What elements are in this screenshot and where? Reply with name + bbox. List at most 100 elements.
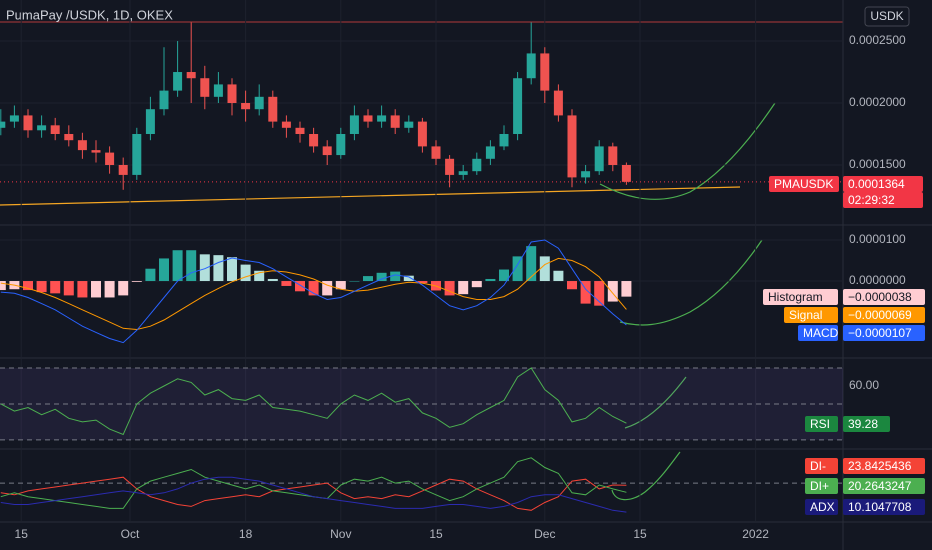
- candle-body: [91, 150, 101, 153]
- x-tick-label: 15: [633, 527, 647, 541]
- histogram-bar: [444, 281, 455, 296]
- histogram-bar: [499, 269, 509, 282]
- candle-body: [567, 115, 577, 178]
- histogram-bar: [539, 256, 550, 282]
- series-name-label-box: [805, 416, 838, 432]
- candle-body: [336, 134, 346, 156]
- histogram-bar: [621, 281, 632, 297]
- y-tick-label: 0.0001500: [849, 157, 906, 171]
- series-value-label-box: [843, 289, 925, 305]
- x-tick-label: 2022: [742, 527, 769, 541]
- candle-body: [390, 115, 400, 128]
- series-name-label: ADX: [810, 500, 835, 514]
- candle-body: [513, 78, 523, 135]
- histogram-bar: [376, 272, 387, 282]
- series-name-label-box: [805, 458, 838, 474]
- histogram-bar: [23, 281, 33, 291]
- histogram-bar: [36, 281, 47, 293]
- x-tick-label: Nov: [330, 527, 351, 541]
- indicator-line: [0, 239, 627, 344]
- candle-body: [322, 146, 332, 156]
- series-value-label-box: [843, 416, 890, 432]
- series-name-label-box: [805, 499, 838, 515]
- series-value-label: −0.0000107: [848, 326, 912, 340]
- last-price-label-box: [843, 176, 923, 192]
- x-tick-label: 15: [15, 527, 29, 541]
- candle-body: [186, 72, 196, 79]
- indicator-line: [0, 257, 627, 331]
- histogram-bar: [417, 281, 428, 284]
- histogram-bar: [50, 281, 61, 294]
- candle-body: [37, 125, 47, 131]
- histogram-bar: [63, 281, 74, 296]
- histogram-bar: [77, 281, 88, 298]
- series-value-label: 20.2643247: [848, 479, 912, 493]
- histogram-bar: [607, 281, 618, 302]
- candle-body: [309, 134, 319, 147]
- histogram-bar: [580, 281, 591, 304]
- candle-body: [64, 134, 74, 141]
- indicator-line: [0, 476, 627, 513]
- histogram-bar: [458, 281, 469, 295]
- candle-body: [281, 121, 291, 128]
- candle-body: [105, 152, 115, 165]
- candle-body: [200, 78, 210, 97]
- last-price-label: 0.0001364: [848, 177, 905, 191]
- histogram-bar: [335, 281, 346, 290]
- series-value-label: 39.28: [848, 417, 878, 431]
- series-value-label-box: [843, 307, 925, 323]
- histogram-bar: [172, 250, 183, 282]
- candle-body: [23, 115, 33, 131]
- candle-body: [241, 103, 251, 110]
- histogram-bar: [594, 281, 605, 306]
- candle-body: [445, 158, 455, 175]
- y-tick-label: 60.00: [849, 378, 879, 392]
- candle-body: [540, 53, 550, 91]
- series-name-label-box: [784, 307, 838, 323]
- histogram-bar: [308, 281, 319, 296]
- series-value-label-box: [843, 458, 925, 474]
- candle-body: [50, 125, 60, 135]
- series-value-label-box: [843, 478, 925, 494]
- indicator-line: [0, 367, 627, 436]
- candle-body: [431, 146, 441, 159]
- countdown-label: 02:29:32: [848, 193, 895, 207]
- candle-body: [213, 84, 223, 97]
- x-tick-label: Dec: [534, 527, 555, 541]
- candle-body: [159, 90, 169, 110]
- currency-label[interactable]: USDK: [870, 9, 903, 23]
- histogram-bar: [295, 281, 305, 292]
- candle-body: [581, 171, 591, 178]
- histogram-bar: [363, 276, 373, 282]
- series-name-label-box: [805, 478, 838, 494]
- y-tick-label: 0.0002000: [849, 95, 906, 109]
- projection-curve: [599, 102, 776, 201]
- series-value-label: −0.0000069: [848, 308, 912, 322]
- histogram-bar: [567, 281, 577, 290]
- histogram-bar: [512, 256, 523, 282]
- candle-body: [268, 96, 278, 122]
- series-name-label: DI-: [810, 459, 826, 473]
- candle-body: [254, 96, 264, 110]
- candle-body: [145, 109, 155, 135]
- histogram-bar: [145, 268, 156, 282]
- series-name-label-box: [798, 325, 838, 341]
- histogram-bar: [131, 281, 142, 282]
- countdown-label-box: [843, 192, 923, 208]
- candle-body: [227, 84, 237, 104]
- candle-body: [173, 72, 183, 91]
- histogram-bar: [526, 246, 537, 282]
- histogram-bar: [91, 281, 101, 298]
- indicator-line: [0, 476, 627, 511]
- candle-body: [9, 115, 19, 122]
- series-name-label: Histogram: [768, 290, 823, 304]
- candle-body: [526, 53, 536, 79]
- candle-body: [77, 140, 87, 151]
- y-tick-label: 0.0000100: [849, 232, 906, 246]
- currency-button[interactable]: [864, 6, 910, 27]
- x-tick-label: 15: [429, 527, 443, 541]
- series-value-label: 23.8425436: [848, 459, 912, 473]
- histogram-bar: [0, 281, 6, 291]
- projection-curve: [611, 451, 681, 501]
- series-value-label: −0.0000038: [848, 290, 912, 304]
